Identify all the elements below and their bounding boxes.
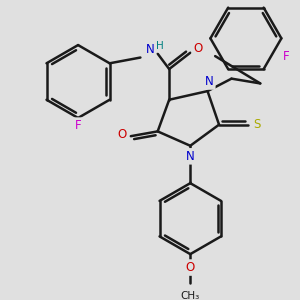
Text: O: O xyxy=(118,128,127,141)
Text: F: F xyxy=(75,119,81,132)
Text: O: O xyxy=(193,42,203,56)
Text: CH₃: CH₃ xyxy=(181,291,200,300)
Text: S: S xyxy=(254,118,261,131)
Text: N: N xyxy=(146,44,154,56)
Text: N: N xyxy=(186,150,195,163)
Text: F: F xyxy=(283,50,290,63)
Text: N: N xyxy=(205,75,214,88)
Text: O: O xyxy=(186,261,195,274)
Text: H: H xyxy=(156,41,164,51)
